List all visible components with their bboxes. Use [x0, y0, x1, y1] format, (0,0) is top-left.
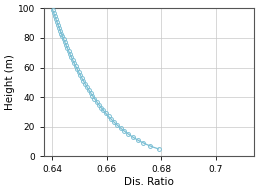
- Y-axis label: Height (m): Height (m): [5, 54, 15, 110]
- X-axis label: Dis. Ratio: Dis. Ratio: [124, 177, 174, 187]
